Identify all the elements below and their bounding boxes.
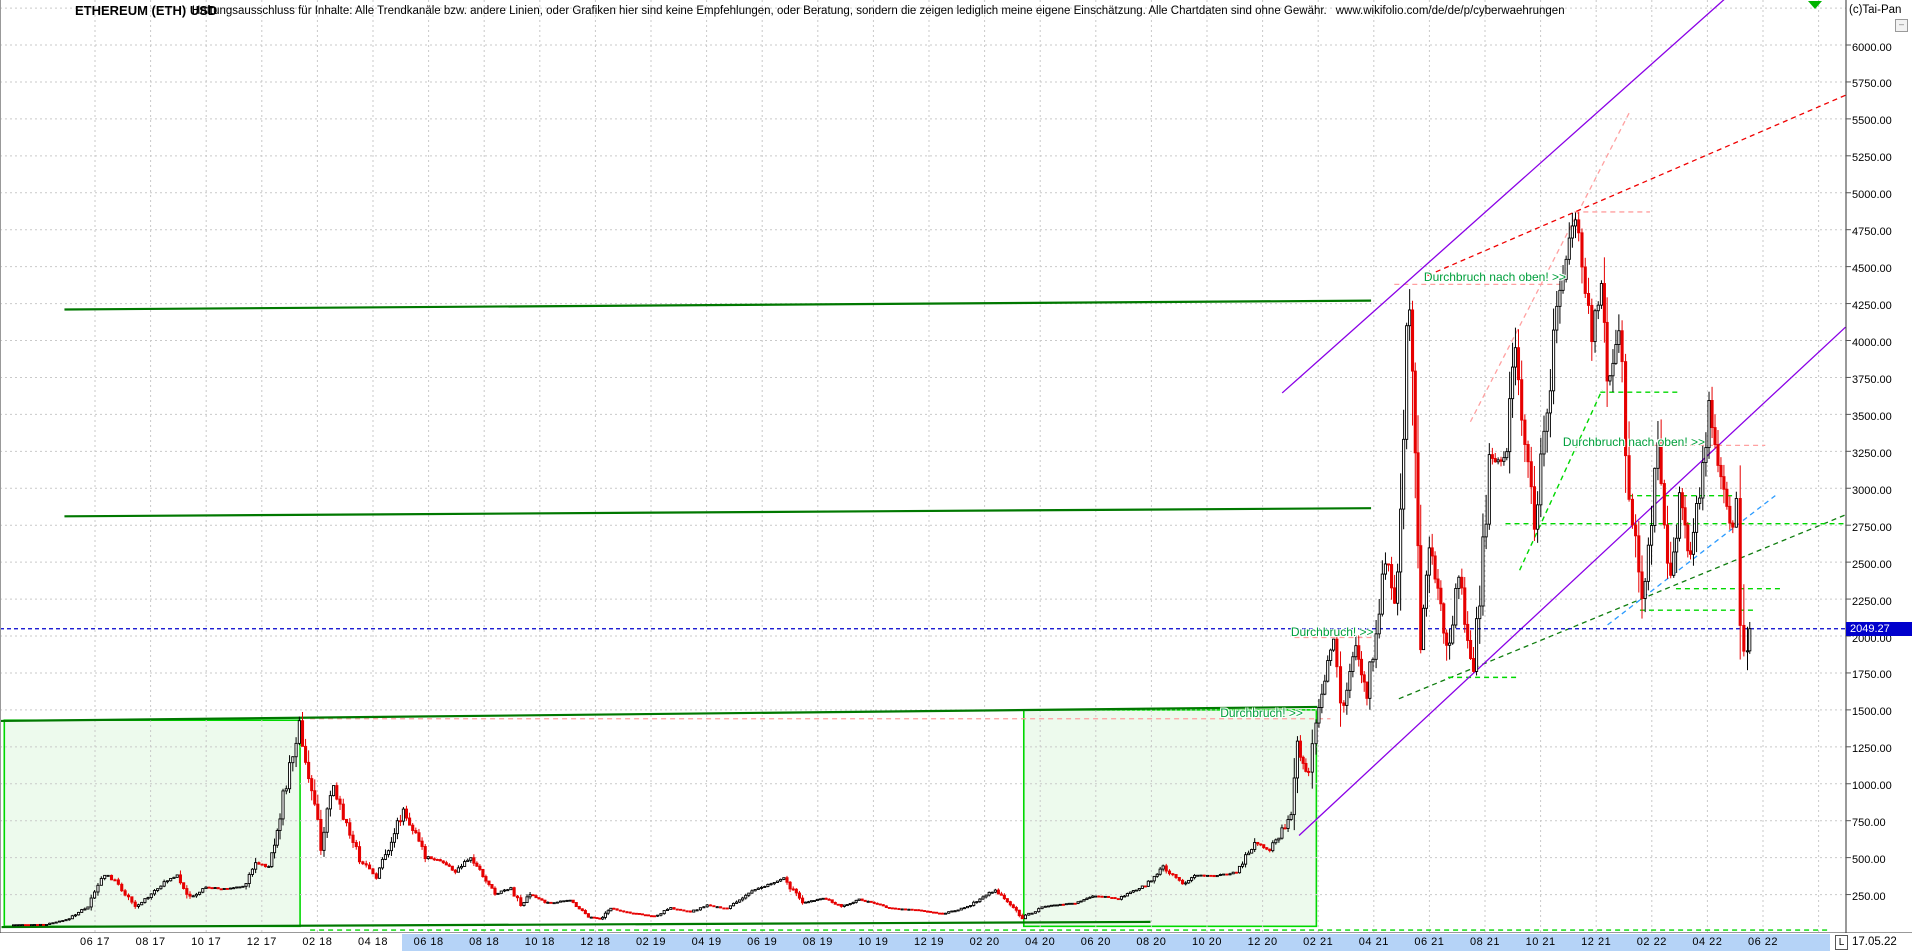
x-axis-label: 12 19	[913, 936, 945, 948]
y-axis-label: 2750.00	[1852, 521, 1892, 534]
x-axis-label: 06 20	[1080, 936, 1111, 948]
x-axis-label: 12 17	[246, 936, 277, 948]
disclaimer-text: Haftungsausschluss für Inhalte: Alle Tre…	[192, 5, 1565, 17]
wikifolio-url[interactable]: www.wikifolio.com/de/de/p/cyberwaehrunge…	[1335, 5, 1565, 17]
x-axis-label: 08 20	[1136, 936, 1167, 948]
x-axis-label: 02 21	[1303, 936, 1334, 948]
y-axis-label: 3500.00	[1852, 410, 1892, 423]
y-axis-label: 2250.00	[1852, 595, 1892, 608]
disclaimer-body: Haftungsausschluss für Inhalte: Alle Tre…	[192, 5, 1327, 17]
trendline-resistance-2800[interactable]	[64, 507, 1372, 518]
accumulation-box-2017[interactable]	[3, 719, 301, 928]
x-axis-selection-band[interactable]	[402, 934, 1830, 951]
x-axis-label: 10 19	[858, 936, 889, 948]
x-axis-label: 10 20	[1191, 936, 1223, 948]
y-axis-label: 5250.00	[1852, 152, 1892, 165]
x-axis-label: 04 22	[1692, 936, 1723, 948]
y-axis-label: 3750.00	[1852, 373, 1892, 386]
x-axis-label: 06 22	[1747, 936, 1779, 948]
x-axis-label: 06 18	[413, 936, 444, 948]
y-axis-label: 6000.00	[1852, 41, 1892, 54]
y-axis-label: 4000.00	[1852, 337, 1892, 349]
x-axis-label: 10 21	[1525, 936, 1556, 948]
x-axis-label: 08 19	[802, 936, 833, 948]
x-axis-label: 04 18	[357, 936, 389, 948]
x-axis-label: 10 18	[524, 936, 555, 948]
x-axis-label: 04 19	[691, 936, 722, 948]
trendline-resistance-1450[interactable]	[0, 705, 1318, 723]
x-axis-label: 08 17	[135, 936, 166, 948]
x-axis-label: 12 18	[580, 936, 611, 948]
x-axis-label: 06 17	[79, 936, 111, 948]
y-axis-label: 1750.00	[1852, 669, 1892, 682]
y-axis-label: 750.00	[1852, 817, 1886, 830]
x-axis-label: 08 18	[469, 936, 500, 948]
trendline-red-uptrend[interactable]	[1427, 94, 1846, 277]
x-axis-label: 12 21	[1581, 936, 1612, 948]
x-axis-label: 02 20	[969, 936, 1000, 948]
y-axis-label: 3000.00	[1852, 484, 1892, 497]
x-axis-label: 12 20	[1247, 936, 1278, 948]
trend-lines-layer	[0, 0, 1846, 931]
trendline-green-diagonal[interactable]	[1518, 389, 1603, 571]
trendline-purple-channel-upper[interactable]	[1281, 0, 1727, 394]
x-axis-label: 04 21	[1358, 936, 1389, 948]
y-axis-label: 1000.00	[1852, 780, 1892, 793]
y-axis-label: 1500.00	[1852, 706, 1892, 719]
accumulation-box-2020[interactable]	[1022, 709, 1318, 928]
y-axis-label: 3250.00	[1852, 447, 1892, 460]
annotation-durchbruch-1[interactable]: Durchbruch nach oben! >>	[1423, 269, 1567, 284]
gridlines-layer	[0, 0, 1846, 933]
x-axis-label: 08 21	[1469, 936, 1501, 948]
copyright-label: (c)Tai-Pan	[1849, 4, 1902, 16]
annotation-durchbruch-3[interactable]: Durchbruch! >>	[1290, 624, 1374, 639]
y-axis-label: 5750.00	[1852, 78, 1892, 91]
y-axis-label: 250.00	[1852, 891, 1886, 904]
x-axis-label: 02 22	[1636, 936, 1667, 948]
y-axis-label: 5000.00	[1852, 189, 1892, 202]
x-axis-label: 10 17	[191, 936, 222, 948]
last-date-label: 17.05.22	[1852, 936, 1897, 948]
range-boxes-layer	[3, 709, 1318, 928]
trendline-purple-channel-lower[interactable]	[1298, 326, 1846, 836]
alert-triangle-icon[interactable]	[1808, 1, 1822, 9]
annotation-durchbruch-4[interactable]: Durchbruch! >>	[1220, 706, 1303, 721]
trendline-base-line[interactable]	[1, 920, 1151, 929]
x-axis-label: 04 20	[1025, 936, 1056, 948]
annotation-durchbruch-2[interactable]: Durchbruch nach oben! >>	[1562, 435, 1706, 450]
trendline-resistance-4200[interactable]	[64, 299, 1372, 311]
x-axis-label: 02 19	[635, 936, 667, 948]
y-axis-label: 5500.00	[1852, 115, 1892, 128]
y-axis-label: 4500.00	[1852, 263, 1892, 276]
candles-layer	[11, 212, 1752, 927]
x-axis-label: 06 21	[1414, 936, 1445, 948]
trendline-steep-fan-line[interactable]	[1469, 111, 1631, 423]
period-button[interactable]: L	[1835, 935, 1848, 950]
y-axis-label: 4250.00	[1852, 300, 1892, 313]
current-price-tag: 2049.27	[1846, 622, 1912, 636]
collapse-icon[interactable]: –	[1895, 19, 1908, 32]
y-axis-label: 500.00	[1852, 854, 1886, 867]
x-axis-label: 02 18	[302, 936, 333, 948]
page-title: ETHEREUM (ETH) USD	[75, 3, 218, 18]
y-axis-label: 2500.00	[1852, 558, 1892, 571]
y-axis-label: 4750.00	[1852, 226, 1892, 239]
x-axis-label: 06 19	[747, 936, 778, 948]
y-axis-label: 1250.00	[1852, 743, 1892, 756]
